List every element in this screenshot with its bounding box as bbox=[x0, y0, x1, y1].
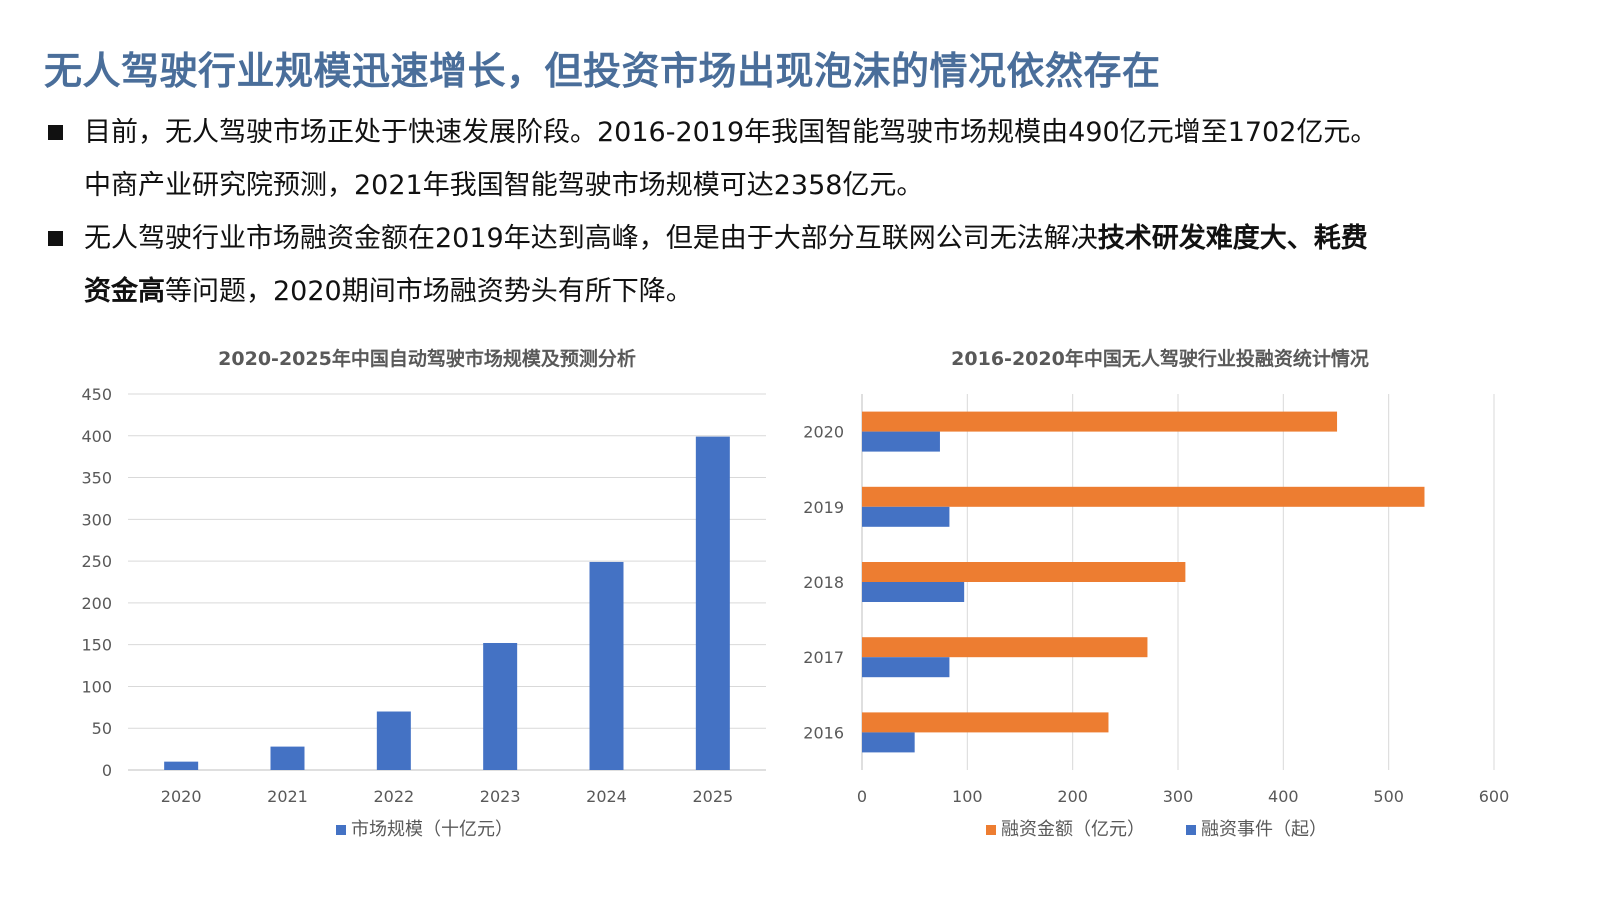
bullet-text: 等问题，2020期间市场融资势头有所下降。 bbox=[165, 276, 693, 307]
x-tick-label: 2020 bbox=[161, 787, 202, 806]
bar-financing-amount bbox=[862, 562, 1186, 582]
bar bbox=[164, 761, 199, 770]
x-tick-label: 600 bbox=[1479, 787, 1510, 806]
chart-title: 2016-2020年中国无人驾驶行业投融资统计情况 bbox=[951, 347, 1369, 370]
y-tick-label: 2019 bbox=[803, 498, 844, 517]
y-tick-label: 0 bbox=[102, 761, 112, 780]
bullet-list: 目前，无人驾驶市场正处于快速发展阶段。2016-2019年我国智能驾驶市场规模由… bbox=[44, 106, 1564, 318]
y-tick-label: 250 bbox=[81, 552, 112, 571]
legend-label: 融资事件（起） bbox=[1201, 819, 1327, 840]
bar bbox=[270, 746, 305, 770]
bullet-text: 无人驾驶行业市场融资金额在2019年达到高峰，但是由于大部分互联网公司无法解决 bbox=[84, 223, 1098, 254]
y-tick-label: 400 bbox=[81, 427, 112, 446]
x-tick-label: 2023 bbox=[480, 787, 521, 806]
bullet-text-line: 资金高等问题，2020期间市场融资势头有所下降。 bbox=[84, 265, 1564, 318]
bullet-text-bold: 技术研发难度大、耗费 bbox=[1097, 223, 1368, 254]
bar bbox=[483, 642, 518, 770]
bar bbox=[589, 561, 624, 770]
market-size-chart-svg: 2020-2025年中国自动驾驶市场规模及预测分析 0 50 100 150 200 250… bbox=[81, 347, 766, 840]
bullet-text-line: 中商产业研究院预测，2021年我国智能驾驶市场规模可达2358亿元。 bbox=[84, 170, 924, 201]
market-size-chart: 2020-2025年中国自动驾驶市场规模及预测分析 0 50 100 150 200 250… bbox=[40, 332, 800, 872]
x-tick-label: 100 bbox=[952, 787, 983, 806]
y-tick-label: 300 bbox=[81, 510, 112, 529]
bar-financing-amount bbox=[862, 712, 1109, 733]
bar-financing-events bbox=[862, 582, 965, 602]
legend-swatch bbox=[1186, 825, 1196, 835]
x-tick-label: 0 bbox=[857, 787, 867, 806]
legend-label: 融资金额（亿元） bbox=[1001, 819, 1145, 840]
y-tick-label: 450 bbox=[81, 385, 112, 404]
y-tick-label: 2018 bbox=[803, 573, 844, 592]
bullet-text-bold: 资金高 bbox=[84, 276, 165, 307]
x-tick-label: 2021 bbox=[267, 787, 308, 806]
bar-financing-amount bbox=[862, 637, 1148, 658]
square-bullet-icon bbox=[48, 231, 63, 246]
x-tick-label: 500 bbox=[1373, 787, 1404, 806]
bullet-item: 目前，无人驾驶市场正处于快速发展阶段。2016-2019年我国智能驾驶市场规模由… bbox=[44, 106, 1564, 212]
bar-financing-events bbox=[862, 431, 940, 452]
legend-swatch bbox=[986, 825, 996, 835]
bullet-text-line: 无人驾驶行业市场融资金额在2019年达到高峰，但是由于大部分互联网公司无法解决技… bbox=[84, 212, 1564, 265]
x-tick-label: 2024 bbox=[586, 787, 627, 806]
x-tick-label: 400 bbox=[1268, 787, 1299, 806]
y-tick-label: 350 bbox=[81, 469, 112, 488]
bar-financing-amount bbox=[862, 486, 1425, 507]
bullet-item: 无人驾驶行业市场融资金额在2019年达到高峰，但是由于大部分互联网公司无法解决技… bbox=[44, 212, 1564, 318]
bar-financing-amount bbox=[862, 411, 1338, 432]
square-bullet-icon bbox=[48, 125, 63, 140]
bar bbox=[376, 711, 411, 770]
x-tick-label: 2025 bbox=[692, 787, 733, 806]
page-title: 无人驾驶行业规模迅速增长，但投资市场出现泡沫的情况依然存在 bbox=[44, 49, 1161, 93]
x-tick-label: 2022 bbox=[373, 787, 414, 806]
y-tick-label: 150 bbox=[81, 636, 112, 655]
legend-label: 市场规模（十亿元） bbox=[351, 819, 513, 840]
y-tick-label: 2020 bbox=[803, 423, 844, 442]
bar-financing-events bbox=[862, 506, 950, 527]
x-tick-label: 300 bbox=[1163, 787, 1194, 806]
financing-chart-svg: 2016-2020年中国无人驾驶行业投融资统计情况 0 100 200 300 400 50… bbox=[803, 347, 1510, 840]
financing-chart: 2016-2020年中国无人驾驶行业投融资统计情况 0 100 200 300 400 50… bbox=[800, 332, 1560, 872]
bar bbox=[695, 436, 730, 770]
y-tick-label: 100 bbox=[81, 677, 112, 696]
bar-financing-events bbox=[862, 732, 915, 753]
legend-swatch bbox=[336, 825, 346, 835]
y-tick-label: 50 bbox=[92, 719, 112, 738]
bar-financing-events bbox=[862, 657, 950, 678]
y-tick-label: 2016 bbox=[803, 723, 844, 742]
y-tick-label: 200 bbox=[81, 594, 112, 613]
y-tick-label: 2017 bbox=[803, 648, 844, 667]
chart-title: 2020-2025年中国自动驾驶市场规模及预测分析 bbox=[218, 347, 636, 370]
bullet-text-line: 目前，无人驾驶市场正处于快速发展阶段。2016-2019年我国智能驾驶市场规模由… bbox=[84, 117, 1378, 148]
x-tick-label: 200 bbox=[1057, 787, 1088, 806]
